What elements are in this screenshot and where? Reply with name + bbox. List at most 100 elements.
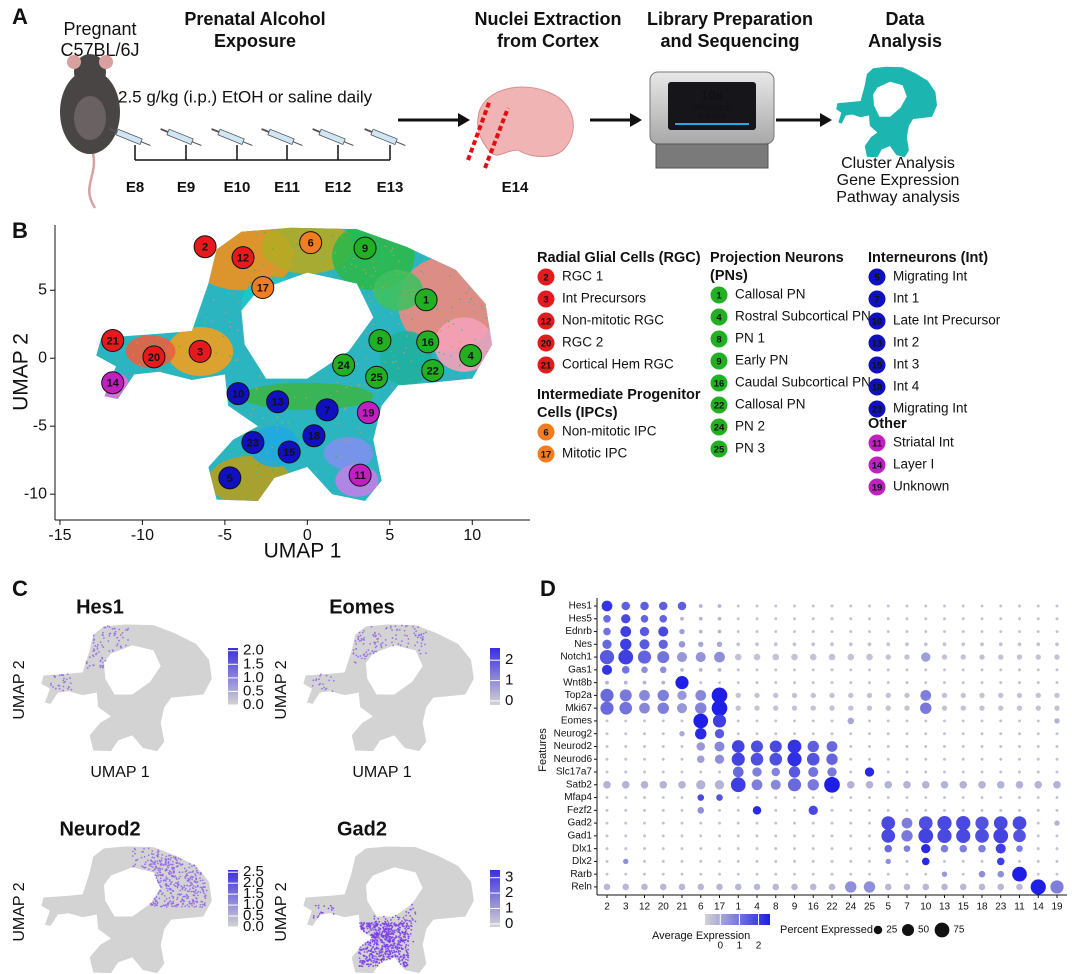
umap-cell <box>240 353 243 356</box>
day-label: E12 <box>325 179 352 196</box>
dot <box>980 681 984 685</box>
expressing-cell <box>192 876 194 878</box>
expressing-cell <box>331 690 334 693</box>
expressing-cell <box>422 635 424 638</box>
cluster-marker <box>277 440 301 464</box>
legend-swatch <box>868 478 886 496</box>
expressing-cell <box>358 631 361 634</box>
dot <box>849 757 853 761</box>
dot <box>624 719 628 723</box>
expressing-cell <box>378 952 381 955</box>
expressing-cell <box>406 922 408 925</box>
dot <box>1018 617 1021 621</box>
expressing-cell <box>401 920 403 923</box>
expressing-cell <box>104 626 107 629</box>
expressing-cell <box>362 643 365 645</box>
expressing-cell <box>150 852 153 855</box>
umap-cell <box>344 270 347 273</box>
dot <box>1036 847 1040 851</box>
umap-cell <box>411 318 413 320</box>
umap-cell <box>372 290 375 292</box>
expressing-cell <box>58 687 61 690</box>
expressing-cell <box>162 864 165 867</box>
expressing-cell <box>375 946 378 949</box>
expressing-cell <box>126 629 129 631</box>
expressing-cell <box>196 885 199 888</box>
dot <box>849 872 853 876</box>
dot <box>847 653 855 661</box>
dot <box>868 604 871 608</box>
cluster-label: 18 <box>976 902 988 913</box>
umap-cell <box>470 297 472 300</box>
expressing-cell <box>172 870 175 873</box>
dot <box>773 705 779 711</box>
dot <box>905 808 909 812</box>
umap-cell <box>256 471 258 473</box>
expressing-cell <box>414 920 417 923</box>
dot <box>868 834 871 838</box>
expressing-cell <box>69 682 72 685</box>
dot <box>1055 617 1059 621</box>
umap-cell <box>344 407 347 409</box>
analysis-label: Gene Expression <box>837 172 960 189</box>
expressing-cell <box>401 959 404 961</box>
expressing-cell <box>367 943 370 946</box>
expressing-cell <box>390 924 392 927</box>
expressing-cell <box>168 901 171 903</box>
dot <box>830 872 834 876</box>
expressing-cell <box>169 888 172 891</box>
expressing-cell <box>161 873 164 876</box>
dot <box>956 815 971 831</box>
dot <box>904 705 910 711</box>
expressing-cell <box>368 955 371 958</box>
umap-cell <box>332 438 335 440</box>
expressing-cell <box>142 866 145 869</box>
expressing-cell <box>154 866 157 868</box>
expressing-cell <box>374 942 376 944</box>
expressing-cell <box>406 919 408 922</box>
dot <box>680 859 684 863</box>
expressing-cell <box>188 905 190 908</box>
dot <box>997 870 1005 878</box>
expressing-cell <box>190 875 193 878</box>
expressing-cell <box>171 889 174 892</box>
feature-label: Gas1 <box>568 664 592 675</box>
legend-swatch <box>710 330 728 348</box>
expressing-cell <box>54 675 56 678</box>
expressing-cell <box>86 667 89 669</box>
dot <box>830 834 834 838</box>
dot <box>659 780 668 789</box>
expressing-cell <box>317 906 320 909</box>
dot <box>619 689 632 702</box>
expressing-cell <box>157 853 160 856</box>
expressing-cell <box>410 908 412 911</box>
expressing-cell <box>364 942 367 944</box>
expressing-cell <box>394 954 396 956</box>
expressing-cell <box>399 934 402 937</box>
umap-cell <box>409 293 412 295</box>
expressing-cell <box>363 629 365 632</box>
expressing-cell <box>134 848 137 851</box>
syringe-barrel <box>267 128 295 146</box>
expressing-cell <box>172 895 175 898</box>
expressing-cell <box>353 661 356 663</box>
cluster-marker <box>348 463 372 487</box>
dot <box>1055 859 1059 863</box>
dot <box>642 680 647 685</box>
expressing-cell <box>382 955 385 958</box>
expressing-cell <box>374 920 377 923</box>
expressing-cell <box>373 631 376 634</box>
expressing-cell <box>385 927 388 930</box>
expressing-cell <box>104 659 107 662</box>
umap-cell <box>465 311 467 313</box>
expressing-cell <box>369 939 372 941</box>
expressing-cell <box>381 946 384 949</box>
expressing-cell <box>151 863 154 865</box>
colorbar-tick-label: 0 <box>505 692 513 709</box>
dot <box>1050 880 1064 894</box>
umap-cell <box>115 394 117 397</box>
umap-cell <box>227 286 229 289</box>
colorbar-tick-label: 1.5 <box>243 885 264 902</box>
dot <box>1018 630 1021 634</box>
expressing-cell <box>361 944 364 947</box>
